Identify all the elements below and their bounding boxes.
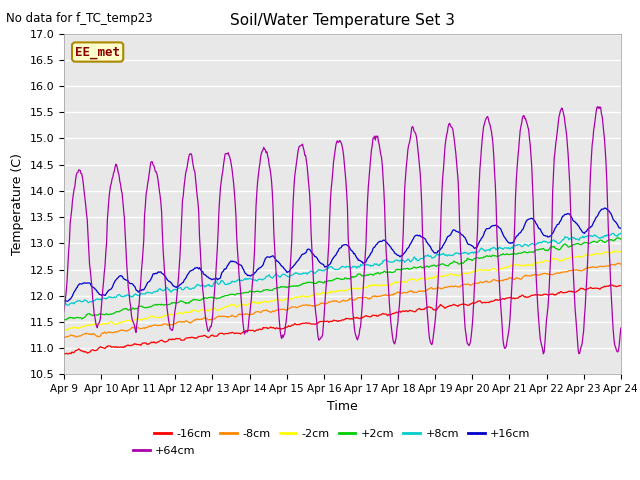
-2cm xyxy=(127,319,135,324)
Line: -16cm: -16cm xyxy=(64,285,621,354)
-2cm xyxy=(60,328,68,334)
+64cm xyxy=(127,312,135,318)
+2cm xyxy=(428,263,435,269)
+64cm xyxy=(184,159,192,165)
-8cm xyxy=(214,314,222,320)
+16cm xyxy=(428,245,435,251)
-8cm xyxy=(61,335,69,340)
+8cm xyxy=(617,230,625,236)
+2cm xyxy=(411,264,419,270)
Y-axis label: Temperature (C): Temperature (C) xyxy=(11,153,24,255)
+64cm xyxy=(410,128,418,134)
+16cm xyxy=(128,281,136,287)
-16cm xyxy=(214,332,222,338)
+2cm xyxy=(61,317,69,323)
-2cm xyxy=(426,275,434,281)
+8cm xyxy=(214,281,222,287)
+8cm xyxy=(128,293,136,299)
+8cm xyxy=(609,230,617,236)
+8cm xyxy=(71,300,79,305)
Line: -2cm: -2cm xyxy=(64,251,621,331)
+64cm xyxy=(617,325,625,331)
+2cm xyxy=(214,295,222,301)
-16cm xyxy=(60,350,68,356)
X-axis label: Time: Time xyxy=(327,400,358,413)
+16cm xyxy=(214,276,222,282)
+16cm xyxy=(60,298,68,303)
+64cm xyxy=(70,186,78,192)
-16cm xyxy=(428,305,435,311)
-2cm xyxy=(184,310,192,315)
+2cm xyxy=(71,315,79,321)
Line: -8cm: -8cm xyxy=(64,263,621,337)
-16cm xyxy=(71,348,79,354)
+8cm xyxy=(185,286,193,291)
-8cm xyxy=(428,285,435,290)
Line: +64cm: +64cm xyxy=(64,107,621,354)
-8cm xyxy=(411,289,419,295)
-8cm xyxy=(614,260,622,266)
-8cm xyxy=(128,324,136,330)
+2cm xyxy=(617,237,625,242)
-2cm xyxy=(214,307,221,313)
-2cm xyxy=(617,249,625,254)
Line: +16cm: +16cm xyxy=(64,208,621,301)
-2cm xyxy=(612,248,620,253)
+8cm xyxy=(64,302,72,308)
+64cm xyxy=(540,351,547,357)
Text: EE_met: EE_met xyxy=(75,46,120,59)
-16cm xyxy=(128,342,136,348)
-2cm xyxy=(410,276,418,282)
+8cm xyxy=(428,253,435,259)
+2cm xyxy=(185,300,193,305)
-16cm xyxy=(185,335,193,340)
-8cm xyxy=(60,334,68,340)
+16cm xyxy=(617,225,625,231)
-8cm xyxy=(71,333,79,339)
-16cm xyxy=(411,309,419,314)
+16cm xyxy=(185,270,193,276)
+2cm xyxy=(60,317,68,323)
+64cm xyxy=(594,104,602,109)
+8cm xyxy=(411,254,419,260)
+2cm xyxy=(614,235,621,240)
-8cm xyxy=(617,262,625,267)
+64cm xyxy=(426,339,434,345)
Text: No data for f_TC_temp23: No data for f_TC_temp23 xyxy=(6,12,153,25)
+64cm xyxy=(214,245,221,251)
Line: +8cm: +8cm xyxy=(64,233,621,305)
+16cm xyxy=(601,205,609,211)
Title: Soil/Water Temperature Set 3: Soil/Water Temperature Set 3 xyxy=(230,13,455,28)
-2cm xyxy=(70,324,78,330)
-16cm xyxy=(607,282,615,288)
-8cm xyxy=(185,319,193,325)
+16cm xyxy=(71,288,79,294)
Legend: +64cm: +64cm xyxy=(129,441,200,460)
-16cm xyxy=(64,351,72,357)
+16cm xyxy=(63,299,71,304)
+16cm xyxy=(411,233,419,239)
+64cm xyxy=(60,309,68,314)
+8cm xyxy=(60,300,68,306)
-16cm xyxy=(617,283,625,288)
+2cm xyxy=(128,305,136,311)
Line: +2cm: +2cm xyxy=(64,238,621,320)
